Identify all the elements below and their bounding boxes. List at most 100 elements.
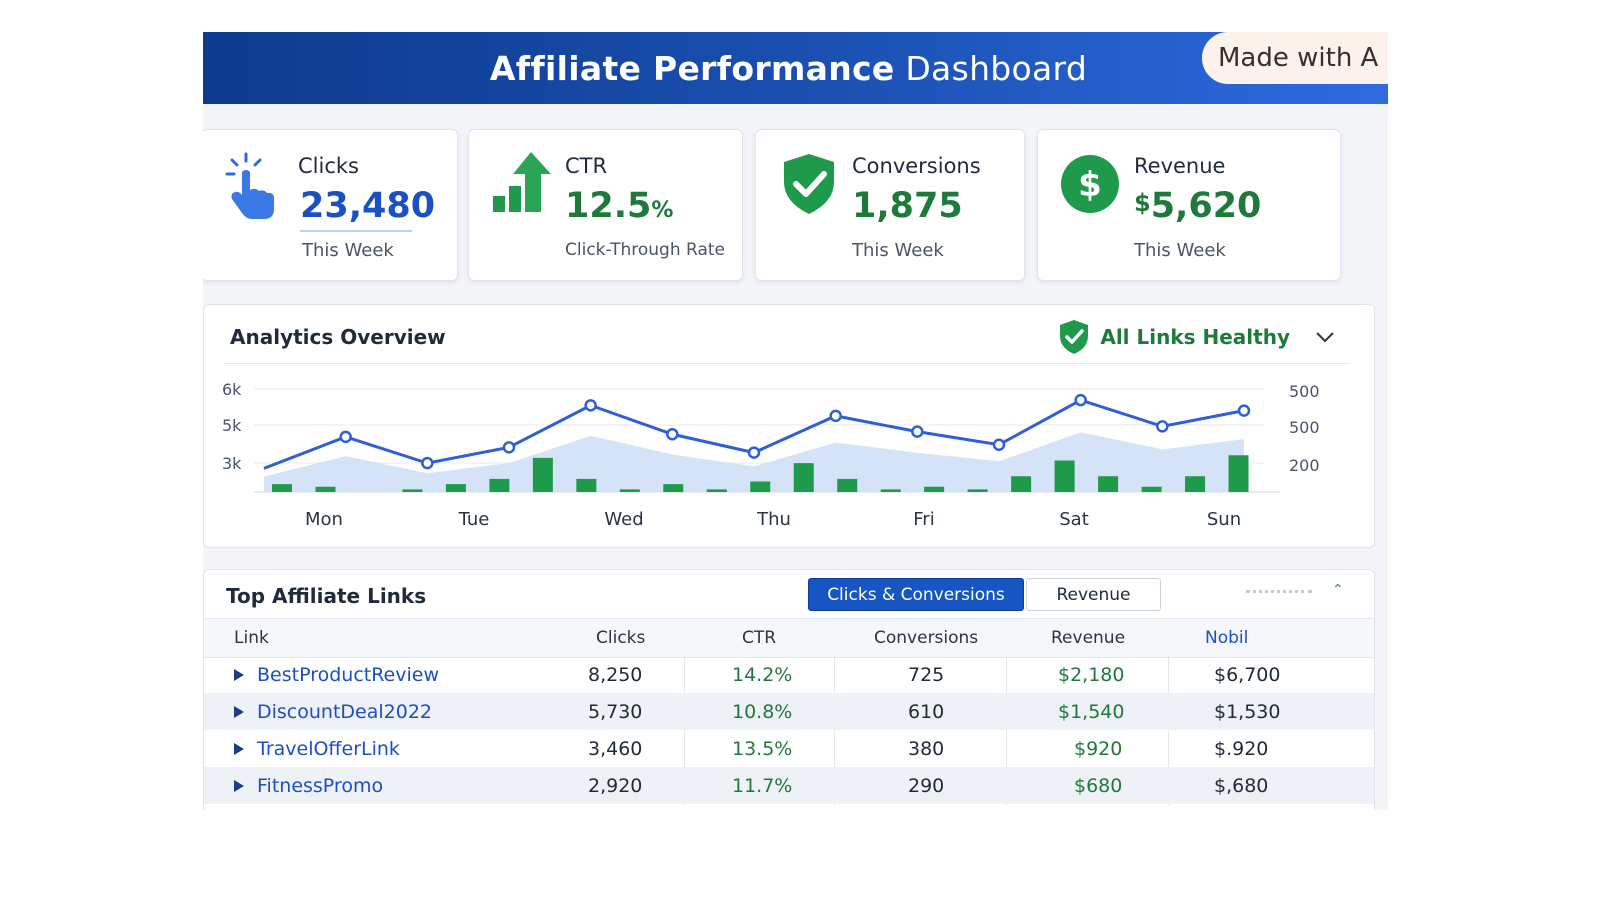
link-name[interactable]: BestProductReview — [257, 664, 440, 686]
tab-revenue[interactable]: Revenue — [1026, 578, 1161, 611]
revenue-cell: $1,540 — [1058, 701, 1125, 723]
line-point — [584, 399, 597, 412]
table-row[interactable]: BestProductReview 8,250 14.2% 725 $2,180… — [204, 656, 1374, 693]
line-point — [666, 428, 679, 441]
bar — [924, 486, 945, 492]
link-name[interactable]: TravelOfferLink — [257, 738, 400, 760]
column-header-link[interactable]: Link — [234, 628, 269, 648]
conversions-card[interactable]: Conversions 1,875 This Week — [755, 129, 1025, 281]
analytics-overview-panel: Analytics Overview All Links Healthy 6k 5… — [203, 304, 1375, 548]
pagination-dots[interactable] — [1246, 590, 1312, 597]
bar — [793, 463, 814, 492]
revenue-cell: $2,180 — [1058, 664, 1125, 686]
extra-cell: $,680 — [1214, 775, 1269, 797]
page-title-bold: Affiliate Performance — [489, 48, 895, 88]
links-status-text: All Links Healthy — [1100, 325, 1290, 349]
conversions-label: Conversions — [852, 154, 981, 178]
expand-arrow-icon[interactable] — [234, 706, 244, 718]
extra-cell: $.920 — [1214, 738, 1269, 760]
header-bar: Affiliate Performance Dashboard Made wit… — [203, 32, 1388, 104]
bar — [445, 484, 466, 492]
links-status-dropdown[interactable]: All Links Healthy — [1058, 319, 1336, 355]
bar — [1141, 486, 1162, 492]
bar — [880, 489, 901, 492]
bar — [1228, 455, 1249, 492]
revenue-cell: $680 — [1074, 775, 1123, 797]
clicks-card[interactable]: Clicks 23,480 This Week — [203, 129, 458, 281]
made-with-badge-text: Made with A — [1218, 43, 1379, 73]
overview-divider — [224, 363, 1350, 364]
ctr-cell: 13.5% — [732, 738, 793, 760]
tab-clicks-conversions[interactable]: Clicks & Conversions — [808, 578, 1024, 611]
revenue-label: Revenue — [1134, 154, 1226, 178]
column-divider — [684, 656, 685, 806]
link-name[interactable]: FitnessPromo — [257, 775, 384, 797]
revenue-card[interactable]: $ Revenue $5,620 This Week — [1037, 129, 1341, 281]
expand-arrow-icon[interactable] — [234, 669, 244, 681]
bar — [1054, 460, 1075, 492]
ctr-cell: 11.7% — [732, 775, 793, 797]
link-name[interactable]: DiscountDeal2022 — [257, 701, 433, 723]
table-row[interactable]: TravelOfferLink 3,460 13.5% 380 $920 $.9… — [204, 730, 1374, 767]
x-tick-label: Tue — [458, 509, 490, 530]
clicks-sub: This Week — [302, 240, 394, 261]
bar — [272, 484, 292, 492]
top-links-title: Top Affiliate Links — [226, 584, 427, 608]
table-row[interactable]: FitnessPromo 2,920 11.7% 290 $680 $,680 — [204, 767, 1374, 804]
collapse-icon[interactable]: ⌃ — [1332, 582, 1344, 598]
line-point — [421, 456, 434, 470]
column-divider — [1006, 656, 1007, 806]
made-with-badge[interactable]: Made with A — [1202, 32, 1388, 84]
bar — [750, 481, 771, 492]
y-left-tick-label: 6k — [222, 380, 242, 399]
column-header-clicks[interactable]: Clicks — [596, 628, 646, 648]
conversions-cell: 380 — [908, 738, 945, 760]
revenue-sub: This Week — [1134, 240, 1226, 261]
page-title-light: Dashboard — [905, 48, 1088, 88]
expand-arrow-icon[interactable] — [234, 780, 244, 792]
shield-check-icon — [784, 154, 834, 214]
revenue-value-wrap: $5,620 — [1134, 186, 1261, 226]
ctr-label: CTR — [565, 154, 608, 178]
conversions-value: 1,875 — [852, 186, 963, 226]
clicks-cell: 8,250 — [588, 664, 643, 686]
bar — [576, 478, 597, 492]
chevron-down-icon[interactable] — [1314, 330, 1336, 344]
ctr-sub: Click-Through Rate — [565, 240, 725, 260]
ctr-cell: 10.8% — [732, 701, 793, 723]
bar — [489, 478, 510, 492]
conversions-cell: 290 — [908, 775, 945, 797]
bar — [1011, 476, 1032, 492]
bar — [663, 484, 684, 492]
column-header-conversions[interactable]: Conversions — [874, 628, 979, 648]
table-row[interactable]: DiscountDeal2022 5,730 10.8% 610 $1,540 … — [204, 693, 1374, 730]
clicks-cell: 3,460 — [588, 738, 643, 760]
svg-text:$: $ — [1078, 165, 1102, 205]
table-header: Link Clicks CTR Conversions Revenue Nobi… — [204, 618, 1374, 658]
conversions-cell: 725 — [908, 664, 945, 686]
line-point — [1074, 393, 1087, 407]
clicks-label: Clicks — [298, 154, 359, 178]
dashboard-frame: Affiliate Performance Dashboard Made wit… — [203, 32, 1388, 810]
line-point — [829, 409, 842, 423]
bar — [837, 478, 858, 492]
clicks-value: 23,480 — [300, 186, 436, 226]
bar — [402, 489, 423, 492]
bar — [706, 489, 727, 492]
revenue-cell: $920 — [1074, 738, 1123, 760]
extra-cell: $1,530 — [1214, 701, 1281, 723]
column-header-ctr[interactable]: CTR — [742, 628, 777, 648]
bar — [1185, 476, 1206, 492]
ctr-cell: 14.2% — [732, 664, 793, 686]
x-tick-label: Sat — [1059, 509, 1089, 530]
ctr-value-wrap: 12.5% — [565, 186, 673, 226]
x-tick-label: Thu — [756, 509, 791, 530]
bar — [532, 457, 553, 492]
column-header-extra[interactable]: Nobil — [1205, 628, 1249, 648]
revenue-currency: $ — [1134, 189, 1151, 217]
column-header-revenue[interactable]: Revenue — [1051, 628, 1126, 648]
expand-arrow-icon[interactable] — [234, 743, 244, 755]
ctr-unit: % — [651, 198, 674, 223]
ctr-card[interactable]: CTR 12.5% Click-Through Rate — [468, 129, 743, 281]
page-title: Affiliate Performance Dashboard — [490, 49, 1087, 88]
